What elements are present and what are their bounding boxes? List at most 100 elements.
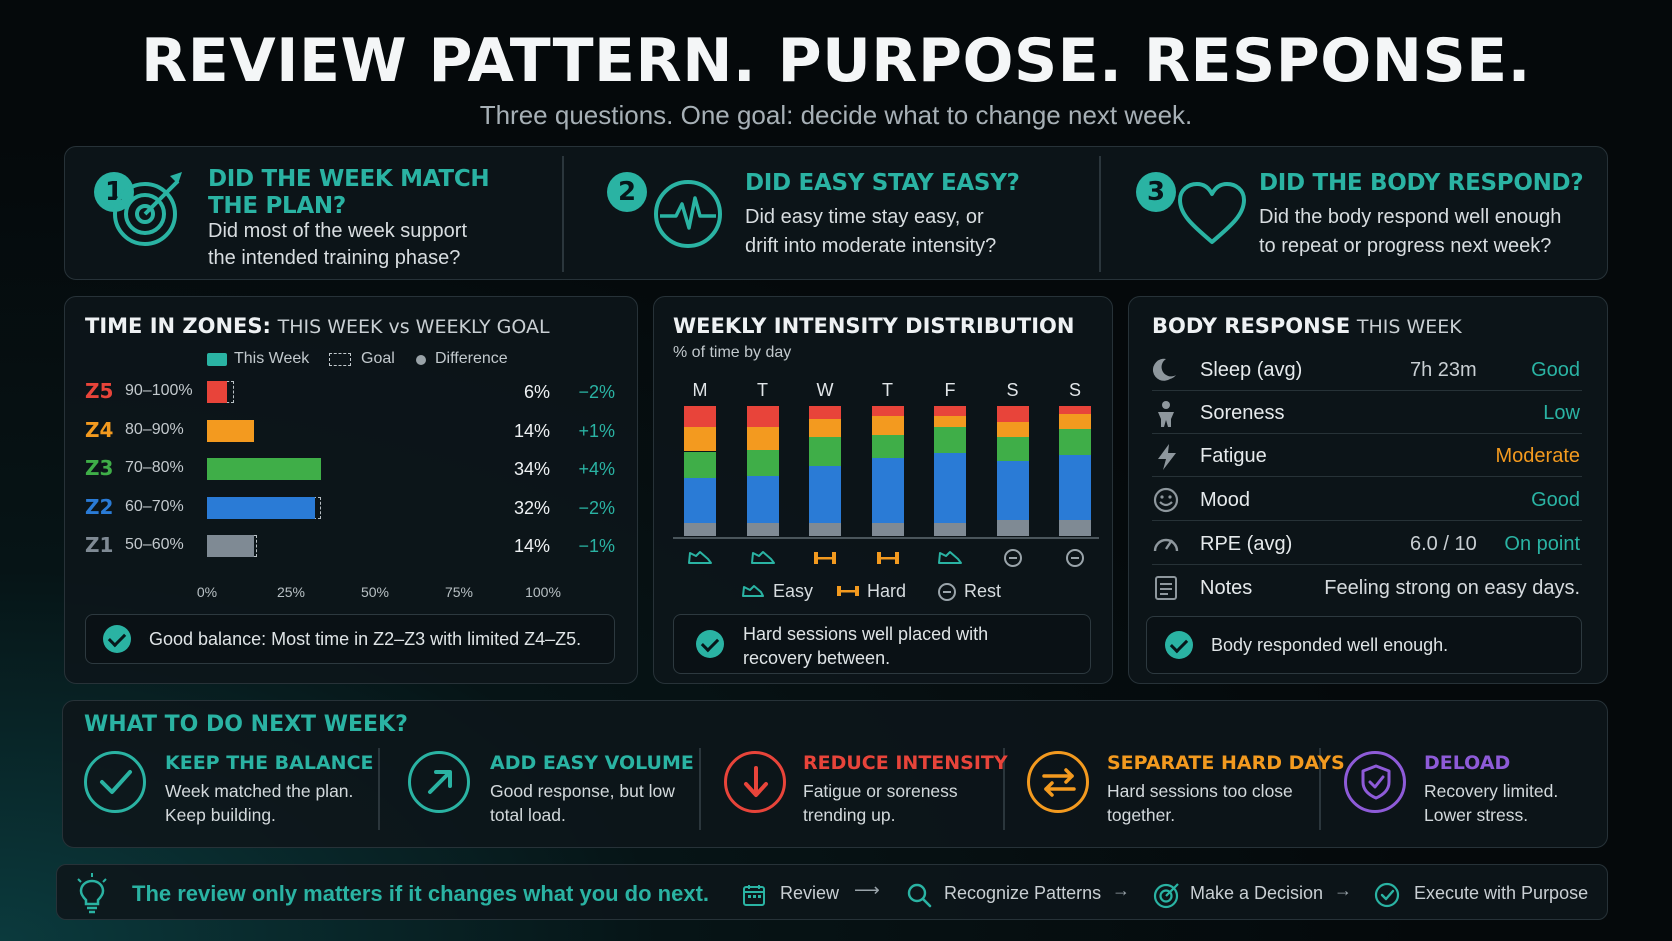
question-2-title: DID EASY STAY EASY?: [745, 170, 1020, 196]
legend-this-week: This Week: [234, 350, 310, 367]
intensity-callout: [673, 614, 1091, 674]
bolt-icon: [1158, 444, 1176, 470]
zone-axis-tick: 100%: [525, 584, 561, 600]
zone-value-label: 14%: [513, 420, 550, 441]
body-row-label: Soreness: [1200, 402, 1285, 424]
intensity-segment-z3: [684, 451, 716, 478]
lightbulb-icon: [77, 873, 107, 914]
legend-rest: Rest: [964, 581, 1002, 601]
body-row-value: 6.0 / 10: [1410, 533, 1477, 555]
reduce-intensity-ring: [724, 751, 786, 813]
zone-label: Z5: [85, 379, 114, 403]
zone-range: 60–70%: [125, 497, 184, 515]
status-badge: Good: [1531, 489, 1580, 511]
question-number-3: 3: [1136, 172, 1176, 212]
zones-callout: [85, 614, 615, 664]
add-volume-ring: [408, 751, 470, 813]
action-keep-balance-text: Week matched the plan. Keep building.: [165, 781, 354, 825]
body-row-label: Notes: [1200, 577, 1253, 599]
legend-hard: Hard: [867, 581, 907, 601]
zone-axis-tick: 50%: [360, 584, 390, 600]
zone-difference-label: −2%: [578, 497, 615, 518]
check-circle-icon: [1374, 882, 1400, 908]
divider: [1319, 748, 1321, 830]
intensity-segment-z3: [809, 437, 841, 466]
question-1-text: Did most of the week support the intende…: [208, 220, 468, 269]
zone-axis-tick: 0%: [196, 584, 218, 600]
body-row-label: RPE (avg): [1200, 533, 1293, 555]
action-separate-hard-days-title: SEPARATE HARD DAYS: [1107, 752, 1345, 774]
next-week-title: WHAT TO DO NEXT WEEK?: [84, 712, 408, 737]
intensity-segment-z5: [996, 406, 1029, 422]
intensity-segment-z2: [934, 452, 966, 523]
zone-axis-tick: 25%: [276, 584, 306, 600]
search-icon: [907, 883, 932, 908]
body-row-sleep: Sleep (avg) 7h 23m Good: [1152, 351, 1582, 391]
flow-step-recognize: Recognize Patterns: [944, 883, 1102, 903]
intensity-baseline: [673, 537, 1099, 539]
intensity-segment-z1: [746, 523, 779, 536]
intensity-segment-z5: [684, 406, 716, 427]
zone-difference-label: −2%: [578, 382, 615, 402]
intensity-segment-z3: [934, 426, 966, 453]
body-row-label: Fatigue: [1200, 445, 1267, 467]
legend-swatch-difference: [416, 355, 426, 365]
check-icon: [100, 770, 132, 794]
dumbbell-icon: [876, 552, 899, 564]
intensity-segment-z2: [809, 465, 841, 523]
zones-legend: This Week Goal Difference: [207, 350, 527, 370]
divider: [699, 748, 701, 830]
zone-value-label: 6%: [523, 382, 550, 402]
body-row-label: Mood: [1200, 489, 1251, 511]
page-title: REVIEW PATTERN. PURPOSE. RESPONSE.: [141, 26, 1531, 96]
smile-icon: [1153, 487, 1179, 513]
arrow-up-right-icon: [428, 770, 452, 794]
zone-difference-label: +4%: [578, 459, 615, 479]
zones-callout-text: Good balance: Most time in Z2–Z3 with li…: [149, 629, 582, 649]
zone-value-label: 34%: [513, 459, 550, 479]
action-add-volume-title: ADD EASY VOLUME: [490, 752, 694, 774]
body-callout: [1146, 616, 1582, 674]
divider: [1003, 748, 1005, 830]
intensity-panel-subtitle: % of time by day: [673, 344, 792, 361]
status-badge: On point: [1504, 533, 1580, 555]
zone-label: Z2: [85, 494, 114, 519]
intensity-segment-z4: [1059, 413, 1091, 430]
flow-step-decide: Make a Decision: [1190, 883, 1324, 903]
flow-step-review: Review: [780, 883, 840, 903]
divider: [1099, 156, 1101, 272]
intensity-segment-z2: [1059, 455, 1091, 521]
intensity-segment-z1: [934, 523, 966, 536]
intensity-segment-z4: [996, 421, 1029, 438]
zones-panel-title: TIME IN ZONES: THIS WEEK vs WEEKLY GOAL: [85, 314, 550, 338]
body-panel-title: BODY RESPONSE THIS WEEK: [1152, 314, 1462, 338]
intensity-segment-z1: [996, 520, 1029, 536]
zone-bar: [207, 419, 255, 442]
zone-label: Z1: [85, 533, 114, 557]
dumbbell-icon: [814, 552, 836, 564]
day-label: T: [882, 380, 893, 400]
zone-difference-label: +1%: [578, 420, 615, 441]
intensity-segment-z5: [809, 406, 841, 419]
intensity-callout-text: Hard sessions well placed with recovery …: [743, 624, 989, 668]
intensity-segment-z4: [934, 416, 966, 427]
rest-icon: [1003, 549, 1022, 567]
action-reduce-intensity-title: REDUCE INTENSITY: [803, 752, 1008, 774]
zone-difference-label: −1%: [578, 536, 615, 556]
body-row-label: Sleep (avg): [1200, 359, 1303, 381]
shoe-icon: [688, 551, 712, 564]
calendar-icon: [743, 885, 765, 906]
intensity-segment-z1: [809, 523, 841, 536]
intensity-segment-z5: [871, 406, 904, 417]
legend-easy: Easy: [773, 581, 814, 601]
intensity-segment-z4: [684, 426, 716, 452]
intensity-segment-z3: [746, 450, 779, 477]
zone-value-label: 32%: [513, 497, 550, 518]
arrow-down-icon: [744, 766, 768, 797]
status-badge: Good: [1531, 359, 1580, 381]
action-add-volume-text: Good response, but low total load.: [490, 781, 675, 825]
day-label: W: [816, 380, 834, 400]
divider: [562, 156, 564, 272]
action-deload-title: DELOAD: [1424, 752, 1511, 774]
heartbeat-icon: [654, 180, 722, 248]
